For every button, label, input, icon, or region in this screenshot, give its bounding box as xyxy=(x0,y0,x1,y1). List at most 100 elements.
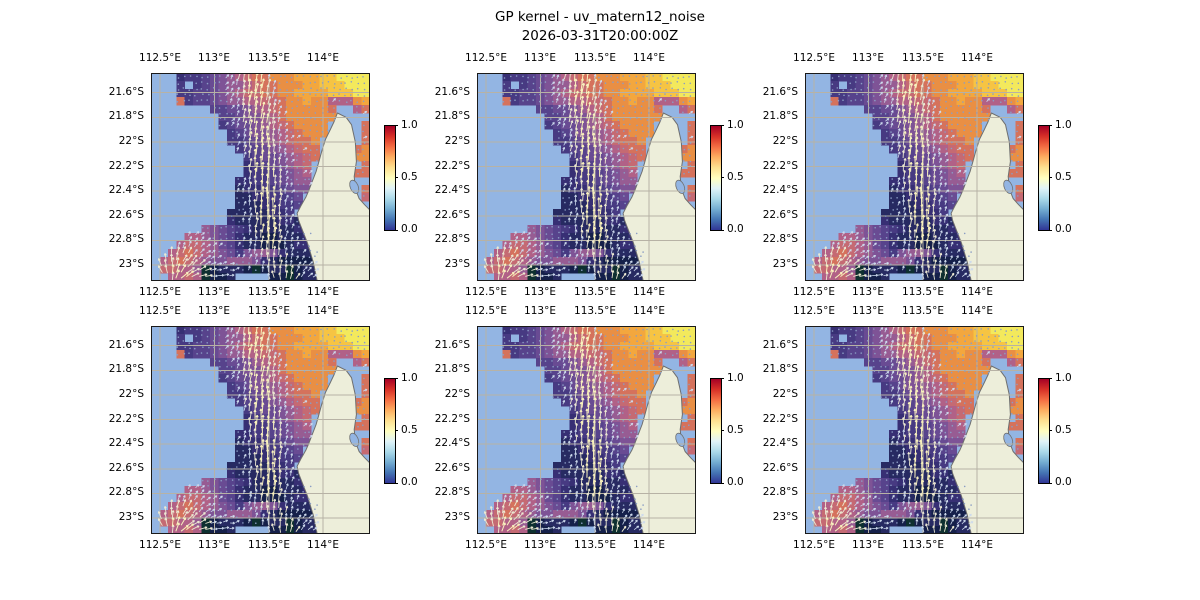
x-tick-label: 112.5°E xyxy=(139,52,181,64)
y-tick-label: 21.6°S xyxy=(434,339,470,351)
x-tick-label: 113.5°E xyxy=(574,539,616,551)
y-tick-label: 23°S xyxy=(444,511,470,523)
quiver-arrows xyxy=(811,73,1022,281)
y-tick-label: 22.4°S xyxy=(762,184,798,196)
colorbar-tick-mark xyxy=(395,230,398,231)
graticule xyxy=(805,326,1024,534)
y-tick-label: 22.2°S xyxy=(108,160,144,172)
y-tick-label: 21.8°S xyxy=(108,363,144,375)
graticule xyxy=(151,326,370,534)
x-tick-label: 113.5°E xyxy=(248,286,290,298)
colorbar-tick-label: 0.5 xyxy=(727,424,744,436)
map-panel-r2c1 xyxy=(151,326,370,534)
colorbar-tick-label: 0.0 xyxy=(401,223,418,235)
colorbar-tick-mark xyxy=(721,378,724,379)
y-tick-label: 22.6°S xyxy=(762,462,798,474)
colorbar xyxy=(384,125,396,231)
x-tick-label: 112.5°E xyxy=(793,52,835,64)
colorbar-tick-mark xyxy=(721,125,724,126)
panel-border xyxy=(805,73,1024,281)
y-tick-label: 21.6°S xyxy=(762,86,798,98)
y-tick-label: 21.6°S xyxy=(434,86,470,98)
colorbar-tick-label: 0.5 xyxy=(1055,171,1072,183)
bay-inlet xyxy=(349,179,360,194)
x-tick-label: 114°E xyxy=(633,52,665,64)
map-panel-r1c2 xyxy=(477,73,696,281)
x-tick-label: 113.5°E xyxy=(248,539,290,551)
colorbar-tick-mark xyxy=(1049,125,1052,126)
colorbar-tick-label: 0.5 xyxy=(401,171,418,183)
y-tick-label: 21.6°S xyxy=(108,86,144,98)
colorbar-tick-mark xyxy=(395,430,398,431)
x-tick-label: 113.5°E xyxy=(902,539,944,551)
colorbar-tick-mark xyxy=(395,378,398,379)
colorbar-tick-label: 0.5 xyxy=(401,424,418,436)
y-tick-label: 23°S xyxy=(772,258,798,270)
colorbar xyxy=(710,125,722,231)
bay-inlet xyxy=(675,179,686,194)
x-tick-label: 113°E xyxy=(852,539,884,551)
y-tick-label: 22°S xyxy=(118,388,144,400)
x-tick-label: 113°E xyxy=(198,52,230,64)
x-tick-label: 112.5°E xyxy=(465,52,507,64)
y-tick-label: 23°S xyxy=(118,258,144,270)
y-tick-label: 21.6°S xyxy=(108,339,144,351)
y-tick-label: 21.8°S xyxy=(434,363,470,375)
y-tick-label: 22.6°S xyxy=(434,209,470,221)
colorbar xyxy=(710,378,722,484)
bay-inlet xyxy=(349,432,360,447)
x-tick-label: 113.5°E xyxy=(574,286,616,298)
colorbar-tick-mark xyxy=(721,177,724,178)
x-tick-label: 113°E xyxy=(852,286,884,298)
y-tick-label: 22.4°S xyxy=(434,184,470,196)
x-tick-label: 114°E xyxy=(633,539,665,551)
colorbar-tick-label: 0.0 xyxy=(1055,223,1072,235)
y-tick-label: 22°S xyxy=(772,135,798,147)
x-tick-label: 113°E xyxy=(852,305,884,317)
colorbar-tick-mark xyxy=(1049,378,1052,379)
x-tick-label: 113°E xyxy=(198,539,230,551)
y-tick-label: 22.2°S xyxy=(762,413,798,425)
colorbar xyxy=(1038,378,1050,484)
quiver-arrows xyxy=(157,326,368,534)
x-tick-label: 112.5°E xyxy=(465,539,507,551)
x-tick-label: 113.5°E xyxy=(902,286,944,298)
colorbar-tick-label: 0.5 xyxy=(727,171,744,183)
colorbar-tick-label: 0.0 xyxy=(727,476,744,488)
y-tick-label: 22.6°S xyxy=(434,462,470,474)
y-tick-label: 22.4°S xyxy=(108,437,144,449)
y-tick-label: 22.2°S xyxy=(762,160,798,172)
colorbar xyxy=(384,378,396,484)
x-tick-label: 113°E xyxy=(852,52,884,64)
y-tick-label: 22.4°S xyxy=(762,437,798,449)
x-tick-label: 114°E xyxy=(961,539,993,551)
colorbar-tick-mark xyxy=(1049,430,1052,431)
colorbar-tick-label: 1.0 xyxy=(727,372,744,384)
y-tick-label: 22.4°S xyxy=(434,437,470,449)
x-tick-label: 113.5°E xyxy=(574,305,616,317)
y-tick-label: 22.2°S xyxy=(434,160,470,172)
x-tick-label: 114°E xyxy=(307,305,339,317)
x-tick-label: 113°E xyxy=(524,539,556,551)
y-tick-label: 22.8°S xyxy=(108,486,144,498)
colorbar xyxy=(1038,125,1050,231)
colorbar-tick-mark xyxy=(395,483,398,484)
y-tick-label: 22°S xyxy=(444,388,470,400)
x-tick-label: 113.5°E xyxy=(574,52,616,64)
x-tick-label: 112.5°E xyxy=(139,286,181,298)
colorbar-tick-label: 1.0 xyxy=(727,119,744,131)
colorbar-tick-label: 1.0 xyxy=(401,372,418,384)
x-tick-label: 112.5°E xyxy=(793,286,835,298)
colorbar-tick-mark xyxy=(721,430,724,431)
colorbar-tick-mark xyxy=(1049,230,1052,231)
x-tick-label: 113°E xyxy=(524,305,556,317)
x-tick-label: 112.5°E xyxy=(465,286,507,298)
panel-border xyxy=(477,326,696,534)
y-tick-label: 22.2°S xyxy=(108,413,144,425)
quiver-arrows xyxy=(811,326,1022,534)
x-tick-label: 114°E xyxy=(633,305,665,317)
x-tick-label: 114°E xyxy=(633,286,665,298)
x-tick-label: 114°E xyxy=(307,539,339,551)
y-tick-label: 22.8°S xyxy=(762,486,798,498)
y-tick-label: 22.4°S xyxy=(108,184,144,196)
